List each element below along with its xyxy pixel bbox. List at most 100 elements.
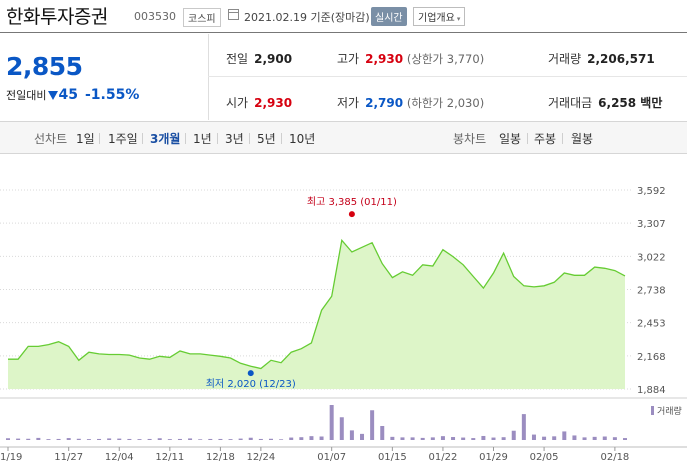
- period-3m[interactable]: 3개월: [150, 132, 181, 146]
- volume-legend-label: 거래량: [657, 405, 682, 417]
- current-price: 2,855: [6, 52, 83, 81]
- volume-bar: [360, 433, 365, 440]
- volume-bar: [370, 410, 375, 440]
- volume-bar: [66, 438, 71, 440]
- volume-bar: [390, 436, 395, 440]
- volume-bar: [410, 437, 415, 440]
- stat-prev-close: 전일 2,900: [226, 50, 292, 67]
- volume-bar: [268, 438, 273, 440]
- period-1d[interactable]: 1일: [76, 132, 95, 146]
- low-marker: [247, 370, 254, 377]
- x-tick-label: 01/07: [317, 452, 346, 463]
- x-tick-label: 02/05: [530, 452, 559, 463]
- volume-bar: [339, 417, 344, 440]
- stock-name: 한화투자증권: [6, 6, 108, 28]
- stats-divider: [208, 76, 687, 77]
- volume-bar: [198, 439, 203, 440]
- period-separator: [562, 133, 563, 144]
- volume-bar: [208, 438, 213, 440]
- y-tick-label: 2,453: [637, 319, 666, 330]
- volume-bar: [147, 438, 152, 440]
- volume-bar: [612, 437, 617, 440]
- realtime-button[interactable]: 실시간: [371, 7, 407, 26]
- y-tick-label: 2,168: [637, 352, 666, 363]
- volume-bar: [238, 438, 243, 440]
- volume-bar: [188, 438, 193, 440]
- volume-bar: [46, 439, 51, 440]
- volume-bar: [430, 437, 435, 440]
- low-label: 최저 2,020 (12/23): [206, 378, 296, 390]
- volume-bar: [420, 437, 425, 440]
- period-separator: [142, 133, 143, 144]
- volume-bar: [117, 438, 122, 440]
- stat-amount-value: 6,258 백만: [598, 96, 663, 110]
- stat-volume-label: 거래량: [548, 52, 582, 66]
- volume-bar: [137, 439, 142, 440]
- volume-bar: [562, 431, 567, 440]
- volume-bar: [289, 437, 294, 440]
- volume-bar: [329, 405, 334, 440]
- x-tick-label: 01/29: [479, 452, 508, 463]
- y-tick-label: 3,592: [637, 186, 666, 197]
- period-5y[interactable]: 5년: [257, 132, 276, 146]
- volume-legend-swatch: [651, 406, 654, 415]
- period-separator: [281, 133, 282, 144]
- line-chart-title: 선차트: [34, 132, 68, 146]
- period-1w[interactable]: 1주일: [108, 132, 138, 146]
- corp-info-label: 기업개요: [418, 13, 455, 24]
- price-line: [8, 238, 626, 370]
- price-chart: 3,592 3,307 3,022 2,738 2,453 2,168 1,884 최고 3,…: [0, 186, 687, 463]
- x-tick-label: 01/22: [429, 452, 458, 463]
- volume-bar: [511, 430, 516, 440]
- volume-bar: [218, 438, 223, 440]
- corp-info-dropdown[interactable]: 기업개요 ▾: [413, 7, 466, 26]
- candle-daily[interactable]: 일봉: [499, 132, 522, 146]
- period-separator: [217, 133, 218, 144]
- volume-bar: [501, 437, 506, 440]
- price-area: [8, 240, 625, 389]
- volume-bar: [279, 439, 284, 440]
- x-tick-label: 12/04: [105, 452, 134, 463]
- period-separator: [99, 133, 100, 144]
- period-1y[interactable]: 1년: [193, 132, 212, 146]
- volume-bar: [552, 436, 557, 440]
- volume-bar: [86, 439, 91, 440]
- volume-bar: [177, 438, 182, 440]
- volume-bar: [461, 437, 466, 440]
- x-tick-label: 12/24: [246, 452, 275, 463]
- y-tick-label: 3,022: [637, 252, 666, 263]
- candle-weekly[interactable]: 주봉: [534, 132, 557, 146]
- volume-bar: [309, 436, 314, 440]
- stat-high: 고가 2,930 (상한가 3,770): [337, 50, 484, 67]
- volume-bar: [167, 439, 172, 440]
- volume-bar: [542, 436, 547, 440]
- volume-bar: [157, 438, 162, 440]
- volume-bar: [248, 437, 253, 440]
- high-marker: [348, 211, 355, 218]
- stat-prev-value: 2,900: [254, 52, 293, 66]
- y-tick-label: 1,884: [637, 385, 666, 396]
- volume-bar: [602, 436, 607, 440]
- stat-high-value: 2,930: [365, 52, 404, 66]
- stat-amount-label: 거래대금: [548, 96, 593, 110]
- volume-bar: [97, 438, 102, 440]
- volume-bar: [582, 437, 587, 440]
- stat-high-label: 고가: [337, 52, 360, 66]
- volume-bar: [521, 414, 526, 440]
- price-divider: [208, 34, 209, 120]
- volume-bar: [400, 437, 405, 440]
- period-10y[interactable]: 10년: [289, 132, 316, 146]
- down-arrow-icon: [48, 91, 59, 100]
- chevron-down-icon: ▾: [456, 15, 461, 23]
- period-3y[interactable]: 3년: [225, 132, 244, 146]
- stat-low-label: 저가: [337, 96, 360, 110]
- volume-bar: [16, 438, 21, 440]
- volume-bar: [471, 438, 476, 440]
- volume-bar: [451, 437, 456, 440]
- volume-bar: [481, 435, 486, 440]
- candle-monthly[interactable]: 월봉: [571, 132, 594, 146]
- volume-bar: [228, 439, 233, 440]
- stat-upper-limit: (상한가 3,770): [406, 52, 485, 66]
- high-label: 최고 3,385 (01/11): [307, 196, 397, 208]
- x-tick-label: 01/15: [378, 452, 407, 463]
